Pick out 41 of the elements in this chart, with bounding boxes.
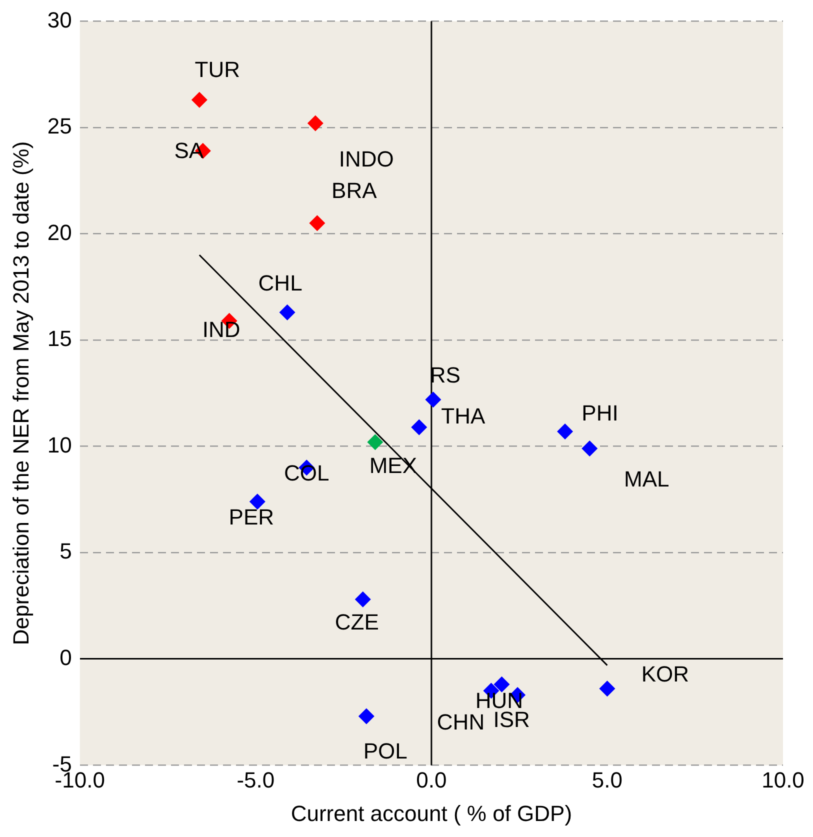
annotation: RS xyxy=(430,362,460,388)
point xyxy=(358,708,374,724)
point xyxy=(354,591,371,608)
x-tick-label: 10.0 xyxy=(762,767,804,792)
y-tick-label: 0 xyxy=(60,644,72,670)
point xyxy=(425,392,442,408)
annotation: PHI xyxy=(582,400,618,426)
annotation: POL xyxy=(363,738,408,764)
point xyxy=(557,423,574,440)
point xyxy=(249,494,266,510)
point xyxy=(367,434,384,450)
y-tick-label: 20 xyxy=(47,220,72,245)
point xyxy=(307,115,324,132)
y-tick-label: 25 xyxy=(47,114,72,139)
y-tick-label: 10 xyxy=(47,432,72,458)
x-axis-title: Current account ( % of GDP) xyxy=(290,800,572,826)
point xyxy=(411,419,428,436)
y-tick-label: 30 xyxy=(47,7,72,32)
annotation: CHL xyxy=(258,270,302,296)
point xyxy=(494,676,510,692)
point xyxy=(582,440,598,456)
x-tick-label: 5.0 xyxy=(592,767,623,792)
point xyxy=(279,304,296,320)
annotation: KOR xyxy=(641,662,690,687)
annotation: IND xyxy=(202,316,240,342)
y-tick-label: 15 xyxy=(47,326,72,352)
annotation: PER xyxy=(228,504,274,530)
x-tick-label: 0.0 xyxy=(416,767,447,792)
annotation: COL xyxy=(284,460,330,486)
annotation: MAL xyxy=(624,466,670,492)
y-axis-title: Depreciation of the NER from May 2013 to date (%) xyxy=(8,141,34,646)
annotation: BRA xyxy=(332,178,378,204)
x-tick-label: -5.0 xyxy=(236,767,275,792)
annotation: INDO xyxy=(338,146,394,172)
annotation: TUR xyxy=(194,56,240,82)
point xyxy=(599,680,616,697)
annotation: CZE xyxy=(334,609,379,634)
point xyxy=(309,215,326,232)
y-tick-label: 5 xyxy=(60,538,72,564)
annotation: THA xyxy=(441,403,486,428)
point xyxy=(191,92,208,108)
